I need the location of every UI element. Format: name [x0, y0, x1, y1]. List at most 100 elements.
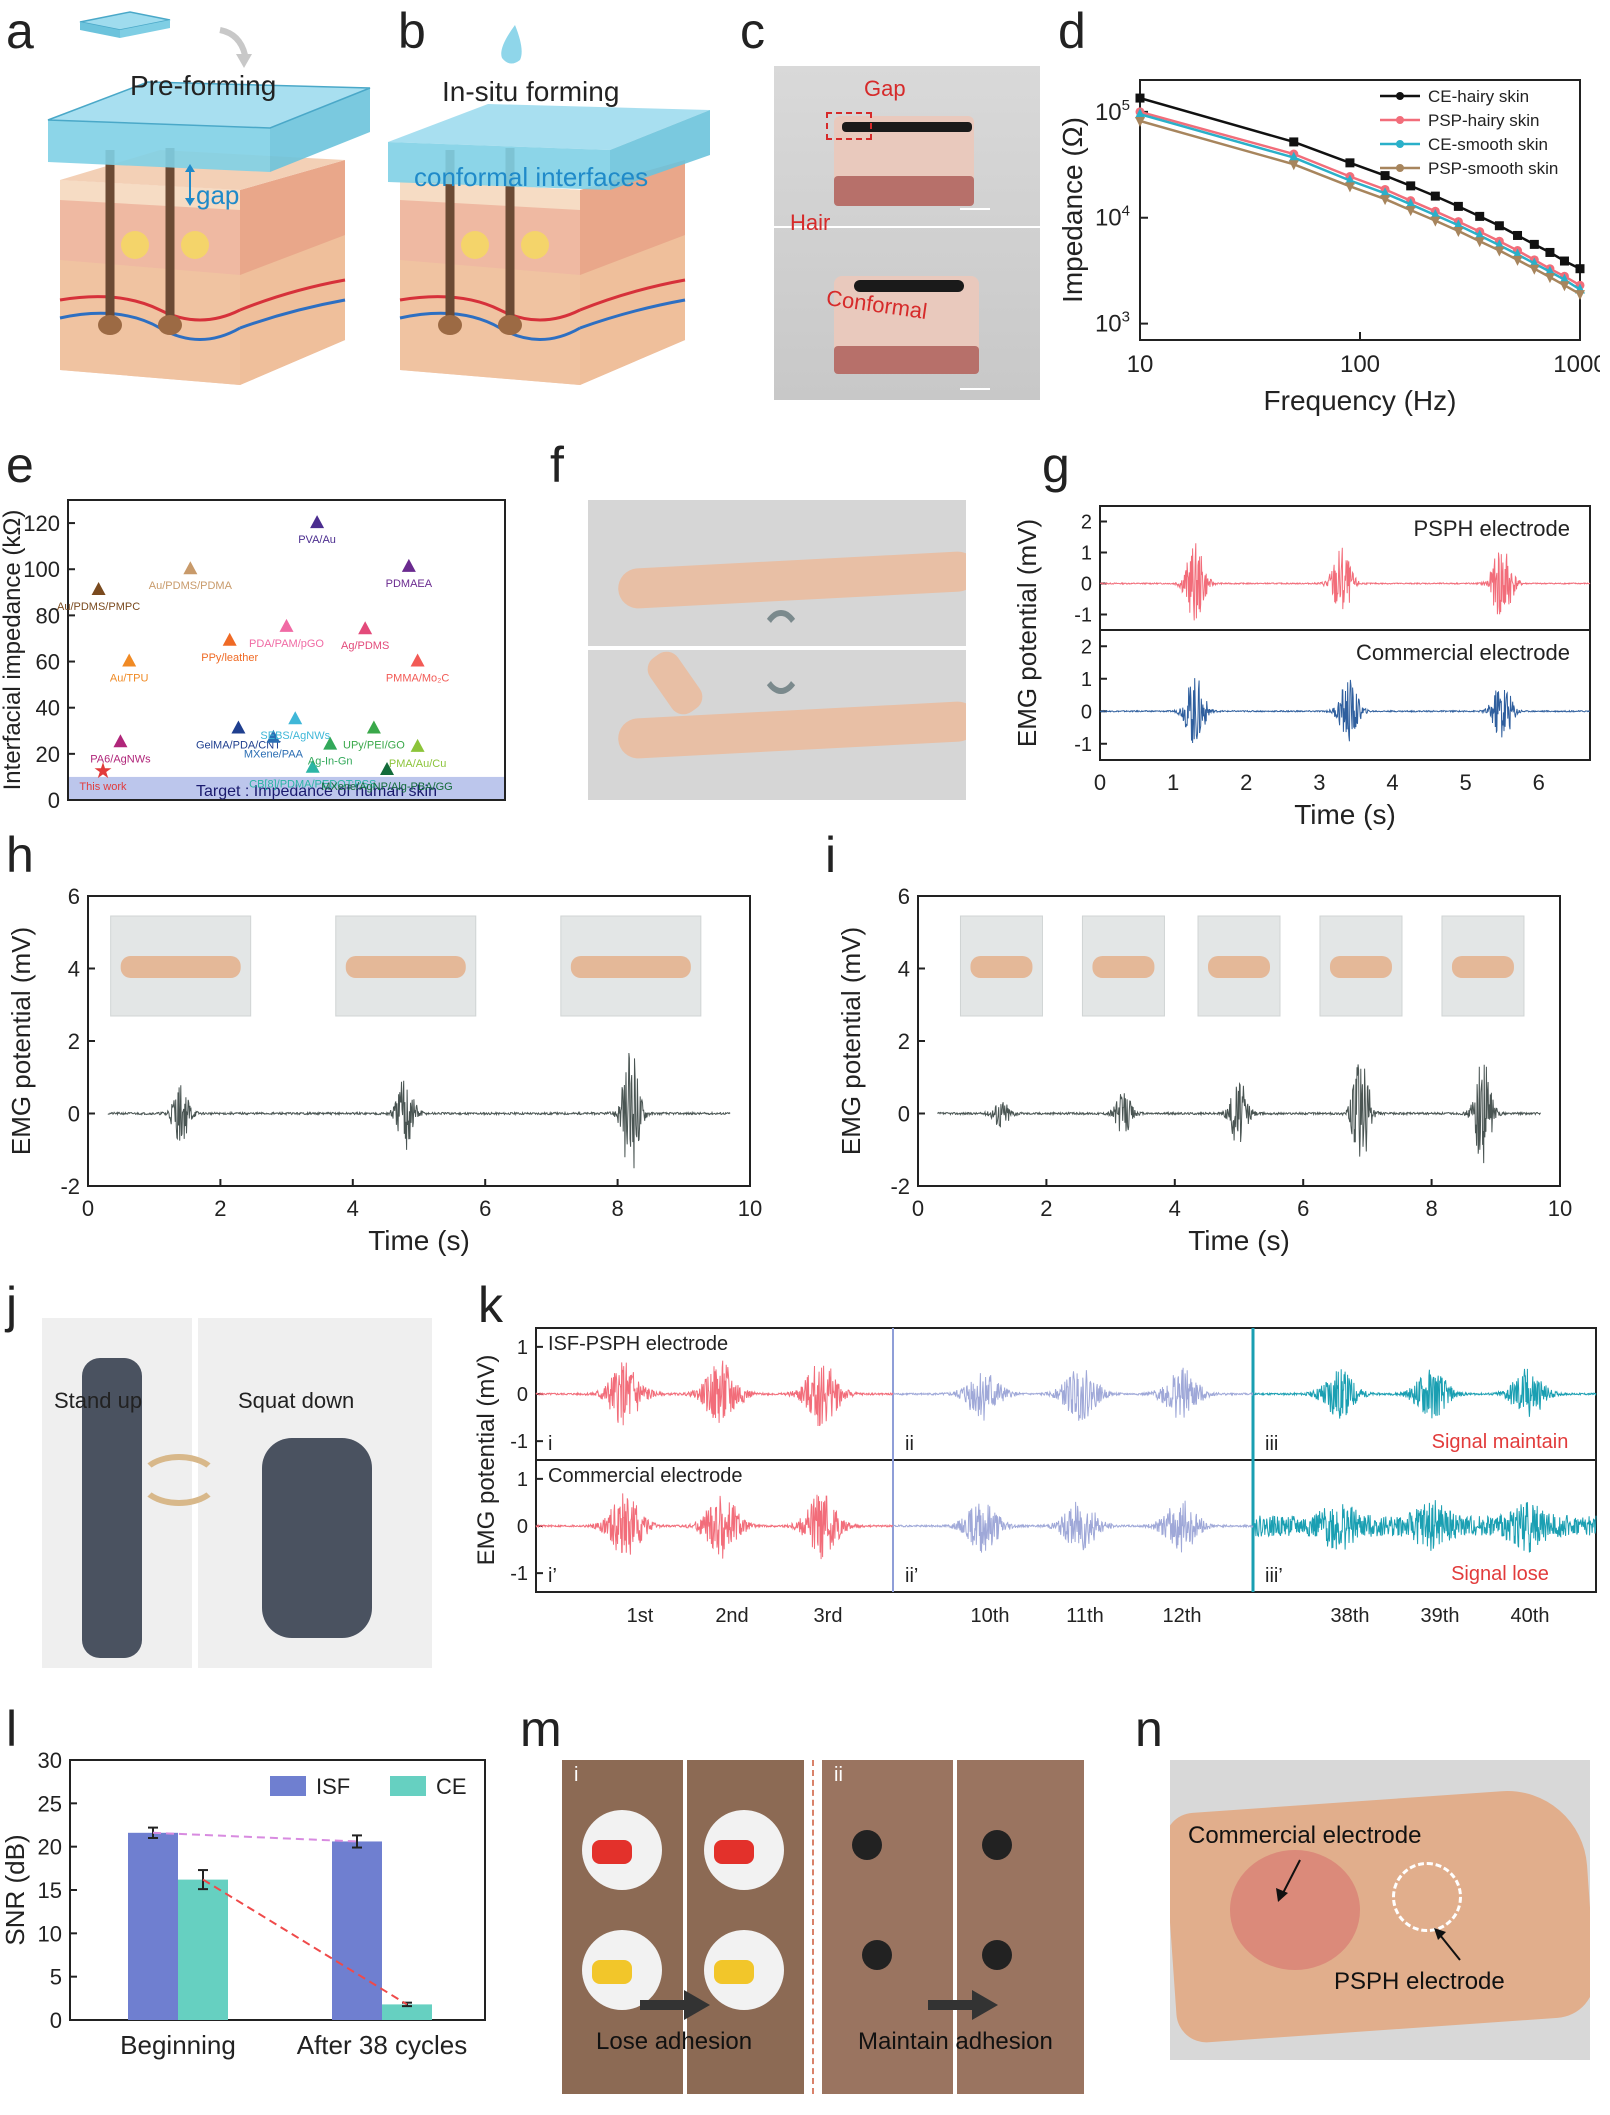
- emg-trace: [937, 1064, 1541, 1164]
- data-point: [91, 582, 106, 595]
- plot-frame: [67, 499, 506, 801]
- x-axis-label: Time (s): [1294, 799, 1396, 830]
- y-axis-label: EMG potential (mV): [6, 927, 36, 1155]
- x-tick-label: 0: [912, 1196, 924, 1221]
- data-point-label: Au/TPU: [110, 673, 149, 685]
- emg-trace: [1252, 1500, 1597, 1553]
- bar-ISF: [332, 1841, 382, 2020]
- series-label: Commercial electrode: [1356, 640, 1570, 665]
- x-tick-label: 8: [1425, 1196, 1437, 1221]
- y-axis-label: EMG potential (mV): [1012, 519, 1042, 747]
- data-point: [1474, 237, 1485, 248]
- data-point: [1559, 273, 1570, 284]
- data-point-label: Ag-In-Gn: [308, 756, 353, 768]
- panel-l-snr-bar-chart: 0 5 10 15 20 25 30 SNR (dB) Beginning After 38 cy…: [0, 1748, 486, 2060]
- emg-trace: [1252, 1368, 1597, 1419]
- panel-m-photo-i: [562, 1760, 804, 2094]
- bar-ISF: [128, 1832, 178, 2020]
- data-point: [1494, 246, 1505, 257]
- data-point: [1544, 273, 1555, 284]
- data-point: [323, 736, 338, 750]
- trend-line-ce: [202, 1878, 408, 2006]
- status-note: Signal maintain: [1432, 1431, 1569, 1453]
- data-point-label: PDMAEA: [386, 578, 433, 590]
- legend-marker: [1396, 164, 1404, 172]
- panel-letter-j: j: [6, 1277, 18, 1333]
- y-tick-label: 103: [1095, 309, 1130, 338]
- data-point-label: Ag/PDMS: [341, 640, 389, 652]
- category-label: After 38 cycles: [297, 2030, 468, 2060]
- panel-j-squat-label: Squat down: [238, 1388, 355, 1413]
- panel-j-stand-label: Stand up: [54, 1388, 143, 1413]
- legend-label: CE-hairy skin: [1428, 87, 1529, 106]
- panel-n-photo: [1170, 1760, 1590, 2060]
- data-point: [1344, 174, 1355, 185]
- panel-m-divider: [812, 1760, 814, 2094]
- y-axis-label: EMG potential (mV): [473, 1355, 500, 1566]
- data-point: [1344, 182, 1355, 193]
- y-tick-label: 20: [36, 742, 60, 767]
- segment-roman: i’: [548, 1565, 557, 1587]
- panel-c-gap-label: Gap: [864, 76, 906, 101]
- y-tick-label: 15: [38, 1878, 62, 1903]
- y-tick-label: 2: [68, 1029, 80, 1054]
- data-point: [113, 734, 128, 748]
- data-point: [1430, 209, 1441, 220]
- y-tick-label: 1: [517, 1337, 528, 1359]
- x-tick-label: 2: [214, 1196, 226, 1221]
- data-point-label: MXene/AgNP/Alg-PBA/GG: [321, 781, 452, 793]
- y-axis-label: SNR (dB): [0, 1834, 30, 1945]
- data-point: [1453, 219, 1464, 230]
- plot-frame: [1099, 505, 1591, 761]
- y-tick-label: 40: [36, 696, 60, 721]
- y-tick-label: 10: [38, 1921, 62, 1946]
- y-axis-label: Impedance (Ω): [1060, 117, 1088, 303]
- x-axis-label: Time (s): [1188, 1225, 1290, 1256]
- data-point-label: PDA/PAM/pGO: [249, 638, 324, 650]
- y-tick-label: 30: [38, 1748, 62, 1773]
- data-point: [1135, 116, 1145, 127]
- data-point: [1430, 191, 1440, 201]
- data-point-label: PA6/AgNWs: [90, 753, 151, 765]
- panel-letter-d: d: [1058, 3, 1086, 59]
- gesture-hand: [970, 956, 1033, 978]
- y-tick-label: 25: [38, 1791, 62, 1816]
- x-tick-label: 1000: [1553, 351, 1600, 378]
- cycle-label: 11th: [1066, 1605, 1103, 1627]
- legend-marker: [1396, 116, 1404, 124]
- data-point: [1380, 187, 1391, 198]
- segment-roman: ii: [905, 1433, 914, 1455]
- y-tick-label: 4: [898, 957, 910, 982]
- y-tick-label: 60: [36, 650, 60, 675]
- cycle-label: 40th: [1511, 1605, 1550, 1627]
- x-axis-label: Time (s): [368, 1225, 470, 1256]
- bar-CE: [178, 1879, 228, 2020]
- legend-label: CE: [436, 1774, 467, 1799]
- data-point: [366, 720, 381, 734]
- band-label: Target : Impedance of human skin: [196, 783, 437, 800]
- data-point: [266, 729, 281, 743]
- data-point: [1380, 171, 1390, 181]
- data-point-label: PMA/Au/Cu: [389, 758, 446, 770]
- data-point: [310, 515, 325, 529]
- x-tick-label: 8: [611, 1196, 623, 1221]
- y-axis-label: EMG potential (mV): [836, 927, 866, 1155]
- data-point: [1545, 247, 1555, 257]
- data-point: [1430, 216, 1441, 227]
- data-point: [1474, 229, 1485, 240]
- x-tick-label: 1: [1167, 770, 1179, 795]
- gesture-hand: [345, 956, 466, 978]
- panel-m-label-i: i: [574, 1764, 579, 1786]
- gesture-hand: [1092, 956, 1155, 978]
- y-tick-label: 1: [1081, 669, 1092, 691]
- panel-m-lose-label: Lose adhesion: [596, 2028, 753, 2055]
- data-point: [1453, 226, 1464, 237]
- x-tick-label: 100: [1340, 351, 1380, 378]
- emg-trace: [892, 1500, 1254, 1553]
- trend-line-isf: [152, 1831, 358, 1843]
- x-tick-label: 3: [1313, 770, 1325, 795]
- panel-letter-c: c: [740, 3, 765, 59]
- data-point: [1575, 264, 1585, 274]
- panel-j-photo: [42, 1318, 432, 1668]
